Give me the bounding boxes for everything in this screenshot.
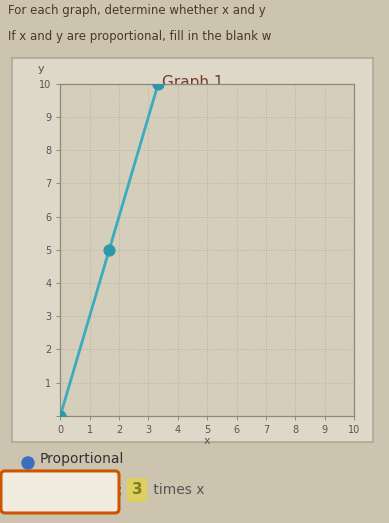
X-axis label: x: x bbox=[204, 436, 210, 446]
Text: 3: 3 bbox=[132, 483, 142, 497]
Point bbox=[106, 246, 112, 254]
Text: Proportional: Proportional bbox=[40, 452, 124, 466]
FancyBboxPatch shape bbox=[1, 471, 119, 513]
Point bbox=[57, 412, 63, 420]
Text: If x and y are proportional, fill in the blank w: If x and y are proportional, fill in the… bbox=[8, 30, 271, 43]
Y-axis label: y: y bbox=[38, 64, 44, 74]
Text: times x: times x bbox=[149, 483, 205, 497]
Text: Graph 1: Graph 1 bbox=[162, 75, 223, 90]
Text: For each graph, determine whether x and y: For each graph, determine whether x and … bbox=[8, 4, 266, 17]
Text: Try again: Try again bbox=[26, 483, 93, 497]
FancyBboxPatch shape bbox=[127, 478, 147, 502]
Text: ;: ; bbox=[118, 483, 123, 497]
Point bbox=[155, 79, 161, 88]
Circle shape bbox=[22, 457, 34, 469]
